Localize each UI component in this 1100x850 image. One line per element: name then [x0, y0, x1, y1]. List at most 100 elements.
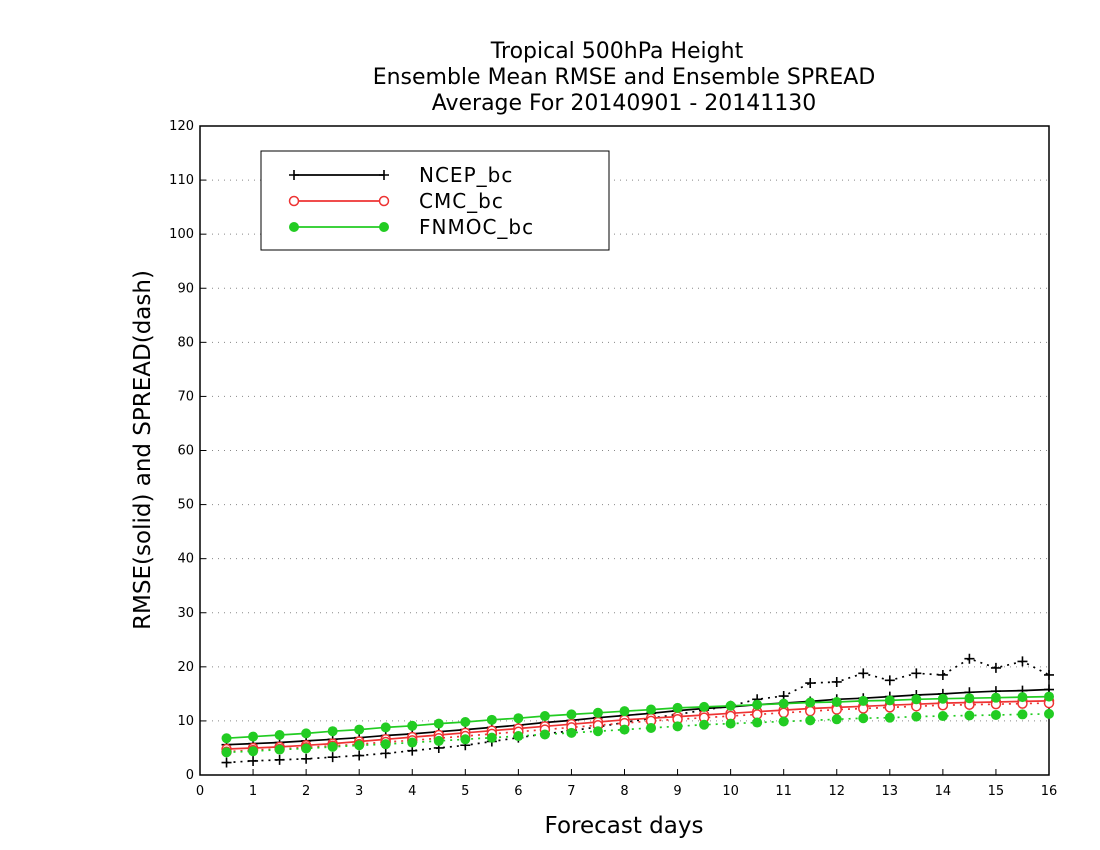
ncep-bc-spread-point: [354, 750, 365, 761]
fnmoc-bc-spread-point: [486, 732, 497, 743]
legend-label: FNMOC_bc: [419, 215, 534, 239]
fnmoc-bc-rmse-point: [672, 702, 683, 713]
legend-marker: [289, 222, 299, 232]
fnmoc-bc-spread-point: [274, 744, 285, 755]
legend-item-cmc-bc: CMC_bc: [288, 189, 504, 213]
fnmoc-bc-spread-point: [566, 727, 577, 738]
fnmoc-bc-rmse-point: [460, 716, 471, 727]
y-tick-label: 30: [177, 606, 194, 621]
series-layer: [221, 653, 1055, 768]
fnmoc-bc-spread-point: [805, 715, 816, 726]
fnmoc-bc-rmse-point: [380, 722, 391, 733]
fnmoc-bc-rmse-point: [699, 701, 710, 712]
x-tick-label: 15: [988, 784, 1005, 799]
legend-item-ncep-bc: NCEP_bc: [289, 163, 513, 187]
x-tick-label: 5: [461, 784, 469, 799]
x-tick-label: 9: [673, 784, 681, 799]
ncep-bc-spread-point: [990, 662, 1001, 673]
x-tick-label: 8: [620, 784, 628, 799]
fnmoc-bc-spread-point: [407, 737, 418, 748]
ncep-bc-spread-point: [274, 754, 285, 765]
ncep-bc-spread-point: [937, 669, 948, 680]
legend-label: CMC_bc: [419, 189, 504, 213]
ncep-bc-spread-line: [226, 657, 1050, 764]
fnmoc-bc-spread-point: [672, 721, 683, 732]
fnmoc-bc-rmse-point: [301, 728, 312, 739]
x-tick-label: 6: [514, 784, 522, 799]
ncep-bc-spread-point: [831, 676, 842, 687]
y-tick-label: 100: [169, 227, 194, 242]
x-tick-label: 1: [249, 784, 257, 799]
fnmoc-bc-rmse-point: [646, 704, 657, 715]
fnmoc-bc-rmse-line: [226, 695, 1050, 740]
fnmoc-bc-rmse-point: [884, 695, 895, 706]
x-axis-title: Forecast days: [545, 813, 704, 839]
fnmoc-bc-rmse-point: [990, 692, 1001, 703]
fnmoc-bc-rmse-point: [248, 731, 259, 742]
x-tick-label: 13: [882, 784, 899, 799]
fnmoc-bc-spread-point: [301, 743, 312, 754]
y-tick-label: 40: [177, 552, 194, 567]
fnmoc-bc-spread-point: [964, 710, 975, 721]
legend-marker: [379, 222, 389, 232]
chart-title-line-1: Tropical 500hPa Height: [490, 39, 744, 64]
fnmoc-bc-rmse-point: [433, 718, 444, 729]
ncep-bc-spread-point: [327, 752, 338, 763]
ncep-bc-spread-point: [248, 755, 259, 766]
fnmoc-bc-rmse-point: [539, 711, 550, 722]
fnmoc-bc-spread-point: [592, 726, 603, 737]
fnmoc-bc-rmse-point: [937, 693, 948, 704]
y-tick-label: 80: [177, 335, 194, 350]
fnmoc-bc-spread-point: [380, 739, 391, 750]
legend-marker: [289, 170, 299, 180]
series-cmc-bc: [221, 695, 1055, 757]
legend-label: NCEP_bc: [419, 163, 513, 187]
cmc-bc-spread-point: [804, 705, 816, 717]
y-tick-label: 0: [186, 768, 194, 783]
chart-title-line-3: Average For 20140901 - 20141130: [432, 91, 817, 116]
fnmoc-bc-rmse-point: [486, 714, 497, 725]
fnmoc-bc-spread-point: [911, 711, 922, 722]
y-tick-label: 10: [177, 714, 194, 729]
fnmoc-bc-spread-point: [1044, 708, 1054, 719]
ncep-bc-spread-point: [805, 678, 816, 689]
fnmoc-bc-rmse-point: [221, 733, 232, 744]
x-tick-label: 0: [196, 784, 204, 799]
x-tick-label: 14: [935, 784, 952, 799]
y-tick-label: 60: [177, 444, 194, 459]
x-tick-label: 10: [722, 784, 739, 799]
fnmoc-bc-spread-point: [646, 722, 657, 733]
y-tick-label: 110: [169, 173, 194, 188]
fnmoc-bc-rmse-point: [513, 713, 524, 724]
ncep-bc-spread-point: [301, 753, 312, 764]
fnmoc-bc-rmse-point: [752, 699, 763, 710]
fnmoc-bc-rmse-point: [274, 729, 285, 740]
fnmoc-bc-spread-point: [937, 711, 948, 722]
fnmoc-bc-spread-point: [539, 729, 550, 740]
cmc-bc-rmse-line: [226, 700, 1050, 750]
fnmoc-bc-spread-point: [248, 746, 259, 757]
fnmoc-bc-spread-point: [513, 731, 524, 742]
fnmoc-bc-spread-point: [725, 718, 736, 729]
legend-marker: [288, 195, 300, 207]
chart-title: Tropical 500hPa Height Ensemble Mean RMS…: [373, 39, 876, 116]
fnmoc-bc-spread-point: [327, 741, 338, 752]
fnmoc-bc-rmse-point: [831, 696, 842, 707]
fnmoc-bc-spread-point: [752, 717, 763, 728]
chart-title-line-2: Ensemble Mean RMSE and Ensemble SPREAD: [373, 65, 876, 90]
fnmoc-bc-spread-point: [831, 714, 842, 725]
y-axis-title: RMSE(solid) and SPREAD(dash): [130, 270, 156, 630]
fnmoc-bc-rmse-point: [354, 724, 365, 735]
fnmoc-bc-spread-point: [699, 719, 710, 730]
fnmoc-bc-spread-point: [619, 724, 630, 735]
x-tick-label: 4: [408, 784, 416, 799]
fnmoc-bc-spread-point: [990, 709, 1001, 720]
fnmoc-bc-rmse-point: [592, 707, 603, 718]
fnmoc-bc-rmse-point: [725, 700, 736, 711]
ncep-bc-spread-point: [964, 653, 975, 664]
legend-item-fnmoc-bc: FNMOC_bc: [289, 215, 534, 239]
fnmoc-bc-spread-point: [433, 735, 444, 746]
x-tick-label: 7: [567, 784, 575, 799]
series-fnmoc-bc: [221, 691, 1054, 758]
